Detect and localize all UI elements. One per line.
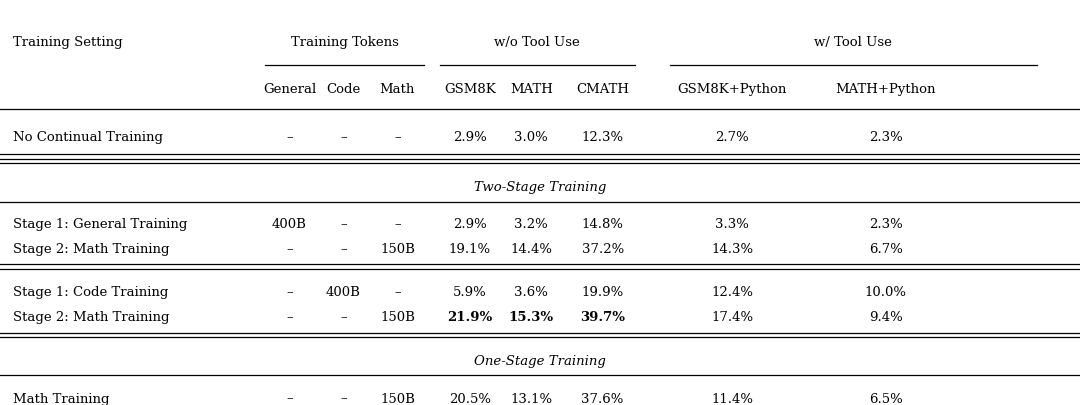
Text: 13.1%: 13.1% [510,392,553,405]
Text: 37.2%: 37.2% [581,243,624,256]
Text: GSM8K+Python: GSM8K+Python [677,83,787,96]
Text: 6.7%: 6.7% [868,243,903,256]
Text: –: – [394,130,401,143]
Text: 10.0%: 10.0% [865,285,906,298]
Text: 19.9%: 19.9% [581,285,624,298]
Text: 2.3%: 2.3% [868,130,903,143]
Text: MATH: MATH [510,83,553,96]
Text: MATH+Python: MATH+Python [835,83,936,96]
Text: 150B: 150B [380,243,415,256]
Text: One-Stage Training: One-Stage Training [474,354,606,367]
Text: –: – [286,392,293,405]
Text: Two-Stage Training: Two-Stage Training [474,181,606,194]
Text: Training Tokens: Training Tokens [291,36,399,49]
Text: –: – [340,392,347,405]
Text: Stage 2: Math Training: Stage 2: Math Training [13,243,170,256]
Text: w/o Tool Use: w/o Tool Use [495,36,580,49]
Text: 3.0%: 3.0% [514,130,549,143]
Text: 150B: 150B [380,392,415,405]
Text: w/ Tool Use: w/ Tool Use [814,36,892,49]
Text: 3.6%: 3.6% [514,285,549,298]
Text: –: – [286,310,293,323]
Text: 2.9%: 2.9% [453,130,487,143]
Text: CMATH: CMATH [576,83,630,96]
Text: 17.4%: 17.4% [711,310,754,323]
Text: –: – [394,285,401,298]
Text: 14.4%: 14.4% [511,243,552,256]
Text: Math: Math [380,83,415,96]
Text: 15.3%: 15.3% [509,310,554,323]
Text: 2.9%: 2.9% [453,217,487,230]
Text: 3.2%: 3.2% [514,217,549,230]
Text: –: – [286,285,293,298]
Text: 12.4%: 12.4% [712,285,753,298]
Text: 6.5%: 6.5% [868,392,903,405]
Text: 14.8%: 14.8% [582,217,623,230]
Text: 19.1%: 19.1% [448,243,491,256]
Text: –: – [286,130,293,143]
Text: –: – [394,217,401,230]
Text: 39.7%: 39.7% [580,310,625,323]
Text: 14.3%: 14.3% [711,243,754,256]
Text: 2.3%: 2.3% [868,217,903,230]
Text: 37.6%: 37.6% [581,392,624,405]
Text: 12.3%: 12.3% [581,130,624,143]
Text: Stage 1: Code Training: Stage 1: Code Training [13,285,168,298]
Text: 3.3%: 3.3% [715,217,750,230]
Text: No Continual Training: No Continual Training [13,130,163,143]
Text: Training Setting: Training Setting [13,36,123,49]
Text: GSM8K: GSM8K [444,83,496,96]
Text: –: – [340,217,347,230]
Text: 400B: 400B [272,217,307,230]
Text: Math Training: Math Training [13,392,109,405]
Text: 5.9%: 5.9% [453,285,487,298]
Text: Code: Code [326,83,361,96]
Text: –: – [340,130,347,143]
Text: –: – [340,310,347,323]
Text: 11.4%: 11.4% [712,392,753,405]
Text: 400B: 400B [326,285,361,298]
Text: Stage 1: General Training: Stage 1: General Training [13,217,187,230]
Text: Stage 2: Math Training: Stage 2: Math Training [13,310,170,323]
Text: –: – [286,243,293,256]
Text: 21.9%: 21.9% [447,310,492,323]
Text: 20.5%: 20.5% [449,392,490,405]
Text: 150B: 150B [380,310,415,323]
Text: 9.4%: 9.4% [868,310,903,323]
Text: –: – [340,243,347,256]
Text: General: General [262,83,316,96]
Text: 2.7%: 2.7% [715,130,750,143]
